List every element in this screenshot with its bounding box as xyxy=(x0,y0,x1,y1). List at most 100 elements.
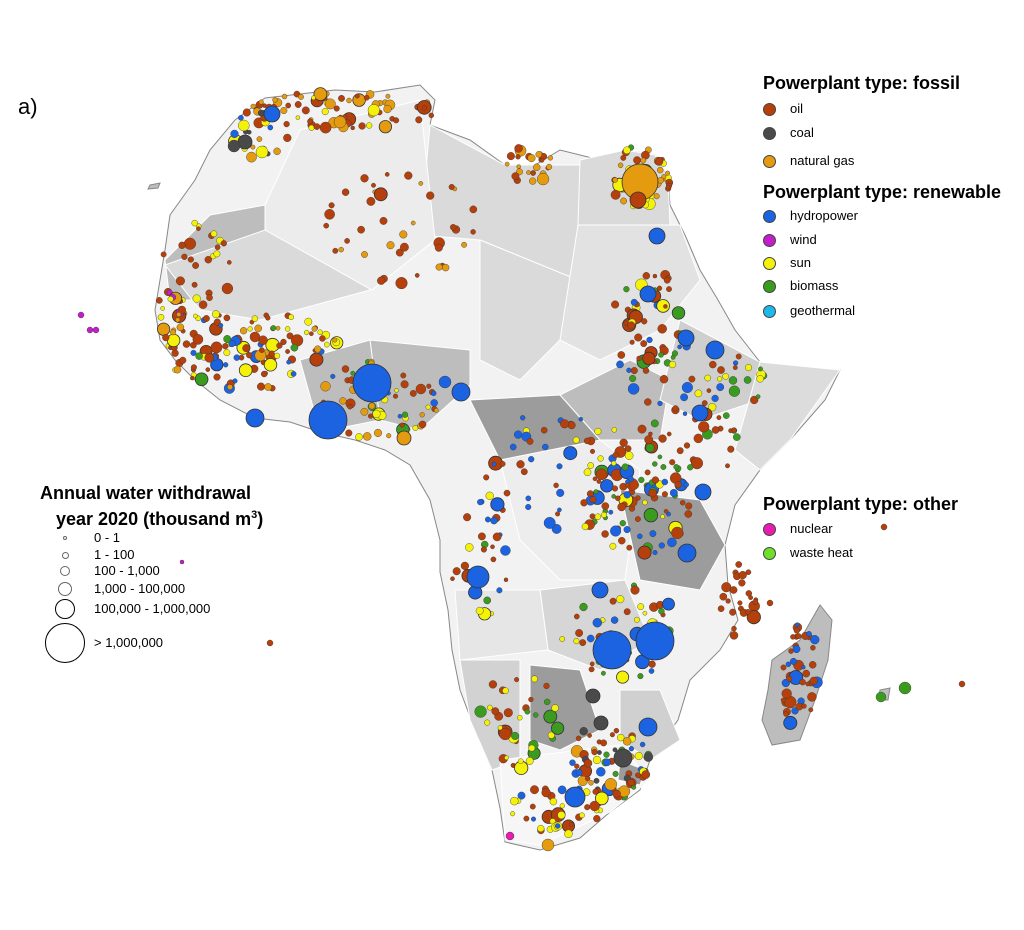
size-legend-title-line1: Annual water withdrawal xyxy=(40,483,252,503)
powerplant-marker xyxy=(330,373,336,379)
powerplant-marker xyxy=(648,488,657,498)
powerplant-marker xyxy=(308,124,315,131)
powerplant-marker xyxy=(194,372,209,387)
legend-swatch xyxy=(763,234,776,247)
powerplant-marker xyxy=(556,463,563,470)
powerplant-marker xyxy=(729,586,738,594)
powerplant-marker xyxy=(722,373,729,380)
powerplant-marker xyxy=(230,129,239,139)
powerplant-marker xyxy=(366,196,376,206)
legend-fossil-title: Powerplant type: fossil xyxy=(763,73,961,93)
powerplant-marker xyxy=(347,404,353,410)
powerplant-marker xyxy=(657,400,663,407)
powerplant-marker xyxy=(474,705,487,718)
region-angola xyxy=(454,589,549,661)
powerplant-marker xyxy=(385,93,391,99)
powerplant-marker xyxy=(808,707,814,713)
powerplant-marker xyxy=(717,605,725,613)
powerplant-marker xyxy=(593,777,600,784)
powerplant-marker xyxy=(324,208,335,220)
powerplant-marker xyxy=(379,216,388,225)
powerplant-marker xyxy=(657,176,665,184)
legend-label: geothermal xyxy=(790,303,856,318)
powerplant-marker xyxy=(274,352,281,359)
powerplant-marker xyxy=(415,116,423,124)
powerplant-marker xyxy=(431,390,437,396)
powerplant-marker xyxy=(492,532,502,542)
powerplant-marker xyxy=(361,251,368,258)
powerplant-marker xyxy=(575,769,583,776)
powerplant-marker xyxy=(656,285,663,291)
legend-swatch xyxy=(763,103,776,116)
powerplant-marker xyxy=(463,513,472,522)
powerplant-marker xyxy=(810,645,816,651)
powerplant-marker xyxy=(646,336,653,344)
powerplant-marker xyxy=(313,87,328,101)
powerplant-marker xyxy=(181,253,188,260)
powerplant-marker xyxy=(650,419,659,428)
powerplant-marker xyxy=(383,104,392,114)
powerplant-marker xyxy=(290,343,299,352)
powerplant-marker xyxy=(546,163,553,170)
powerplant-marker xyxy=(594,513,602,520)
powerplant-marker xyxy=(77,311,85,319)
powerplant-marker xyxy=(719,592,728,601)
powerplant-marker xyxy=(553,482,559,489)
powerplant-marker xyxy=(560,419,570,429)
powerplant-marker xyxy=(368,413,374,419)
powerplant-marker xyxy=(609,732,615,738)
powerplant-marker xyxy=(735,353,742,360)
powerplant-marker xyxy=(591,748,598,756)
powerplant-marker xyxy=(506,152,515,161)
size-legend-label: 1 - 100 xyxy=(94,547,135,562)
powerplant-marker xyxy=(257,109,265,117)
powerplant-marker xyxy=(583,468,592,477)
powerplant-marker xyxy=(309,331,314,337)
powerplant-marker xyxy=(263,105,281,123)
powerplant-marker xyxy=(574,613,580,620)
powerplant-marker xyxy=(676,447,684,455)
powerplant-marker xyxy=(593,489,599,495)
powerplant-marker xyxy=(555,511,561,517)
powerplant-marker xyxy=(592,755,602,765)
powerplant-marker xyxy=(729,608,737,616)
powerplant-marker xyxy=(338,246,344,253)
powerplant-marker xyxy=(537,824,545,833)
powerplant-marker xyxy=(433,407,439,413)
powerplant-marker xyxy=(475,606,484,615)
powerplant-marker xyxy=(490,516,498,525)
powerplant-marker xyxy=(321,108,329,116)
powerplant-marker xyxy=(642,272,650,280)
powerplant-marker xyxy=(195,352,203,360)
powerplant-marker xyxy=(171,349,179,357)
powerplant-marker xyxy=(786,675,793,682)
powerplant-marker xyxy=(613,748,633,768)
powerplant-marker xyxy=(268,350,275,357)
powerplant-marker xyxy=(286,359,292,365)
legend-swatch xyxy=(763,127,776,140)
powerplant-marker xyxy=(637,533,643,539)
powerplant-marker xyxy=(485,491,494,500)
powerplant-marker xyxy=(426,383,432,389)
legend-swatch xyxy=(763,155,776,168)
powerplant-marker xyxy=(298,94,304,100)
powerplant-marker xyxy=(687,464,694,471)
powerplant-marker xyxy=(640,340,648,347)
powerplant-marker xyxy=(332,337,338,343)
powerplant-marker xyxy=(246,129,252,135)
powerplant-marker xyxy=(620,197,627,205)
powerplant-marker xyxy=(190,364,197,371)
powerplant-marker xyxy=(226,260,232,265)
powerplant-markers xyxy=(77,87,966,852)
powerplant-marker xyxy=(958,680,966,688)
legend-swatch xyxy=(763,547,776,560)
powerplant-marker xyxy=(701,400,708,406)
powerplant-marker xyxy=(642,610,648,616)
powerplant-marker xyxy=(179,356,187,364)
powerplant-marker xyxy=(683,482,689,488)
canary-islands xyxy=(147,182,161,190)
powerplant-marker xyxy=(564,829,573,838)
powerplant-marker xyxy=(410,220,416,226)
powerplant-marker xyxy=(551,704,559,712)
